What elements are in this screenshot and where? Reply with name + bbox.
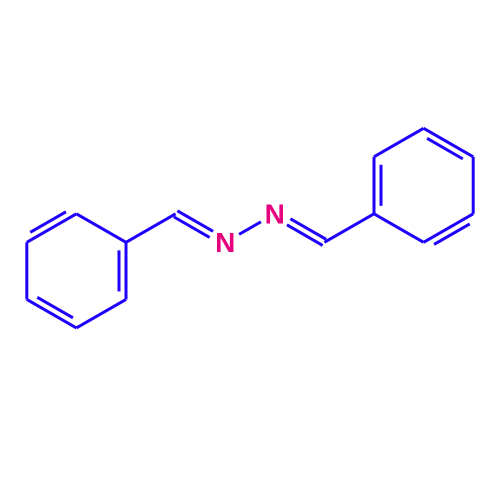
bond-line (424, 128, 474, 157)
bond-line (239, 222, 261, 235)
bond-line (126, 214, 176, 243)
bond-line (27, 214, 77, 243)
bond-line (324, 214, 374, 243)
bond-line (424, 214, 474, 243)
bond-line (76, 214, 126, 243)
bond-line (374, 214, 424, 243)
atom-label-N1: N (215, 227, 235, 258)
molecule-diagram: NN (0, 0, 500, 500)
bond-line (374, 128, 424, 157)
atom-label-N2: N (265, 198, 285, 229)
bond-line (76, 299, 126, 328)
bond-line (27, 299, 77, 328)
